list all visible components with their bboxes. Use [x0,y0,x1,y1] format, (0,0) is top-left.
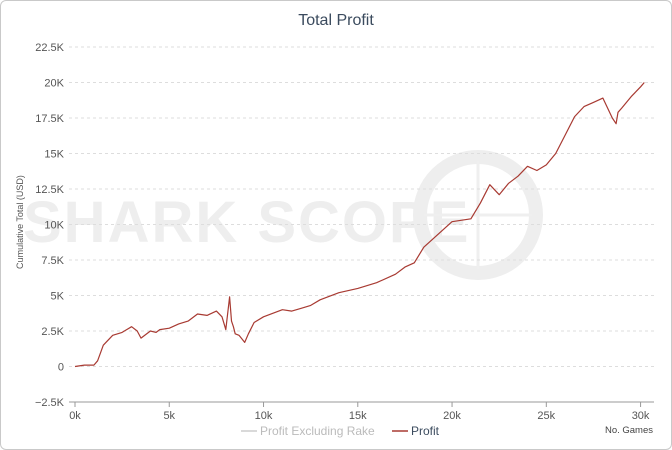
chart-title: Total Profit [298,12,374,29]
x-axis-ticks: 0k 5k 10k 15k 20k 25k 30k [69,402,650,422]
y-tick-label: −2.5K [35,397,65,409]
y-tick-label: 5K [51,291,65,303]
x-tick-label: 30k [632,410,650,422]
x-tick-label: 25k [537,410,555,422]
legend-item-profit-excluding-rake[interactable]: Profit Excluding Rake [241,424,375,438]
x-tick-label: 0k [69,410,81,422]
y-tick-label: 10K [44,220,64,232]
x-tick-label: 5k [163,410,175,422]
y-tick-label: 0 [58,362,64,374]
legend-label-profit-excluding-rake: Profit Excluding Rake [260,424,375,438]
watermark-text: SHARK SCOPE [23,190,470,255]
y-tick-label: 2.5K [41,326,64,338]
legend-item-profit[interactable]: Profit [392,424,440,438]
x-tick-label: 20k [443,410,461,422]
series-line-profit [74,82,645,368]
y-tick-label: 20K [44,78,64,90]
y-tick-label: 17.5K [35,113,64,125]
x-tick-label: 15k [349,410,367,422]
legend: Profit Excluding Rake Profit [241,424,440,438]
y-tick-label: 15K [44,149,64,161]
y-tick-label: 7.5K [41,255,64,267]
y-tick-label: 12.5K [35,184,64,196]
series-lines [74,82,645,368]
x-tick-label: 10k [255,410,273,422]
y-axis-label: Cumulative Total (USD) [15,175,25,269]
legend-label-profit: Profit [411,424,440,438]
y-axis-ticks: −2.5K 0 2.5K 5K 7.5K 10K 12.5K 15K 17.5K 20K 22.5K [35,42,65,409]
watermark-scope-ring [413,150,543,280]
x-axis-label: No. Games [605,425,653,436]
grid-lines [69,46,654,403]
y-tick-label: 22.5K [35,42,64,54]
watermark: SHARK SCOPE [23,150,543,280]
